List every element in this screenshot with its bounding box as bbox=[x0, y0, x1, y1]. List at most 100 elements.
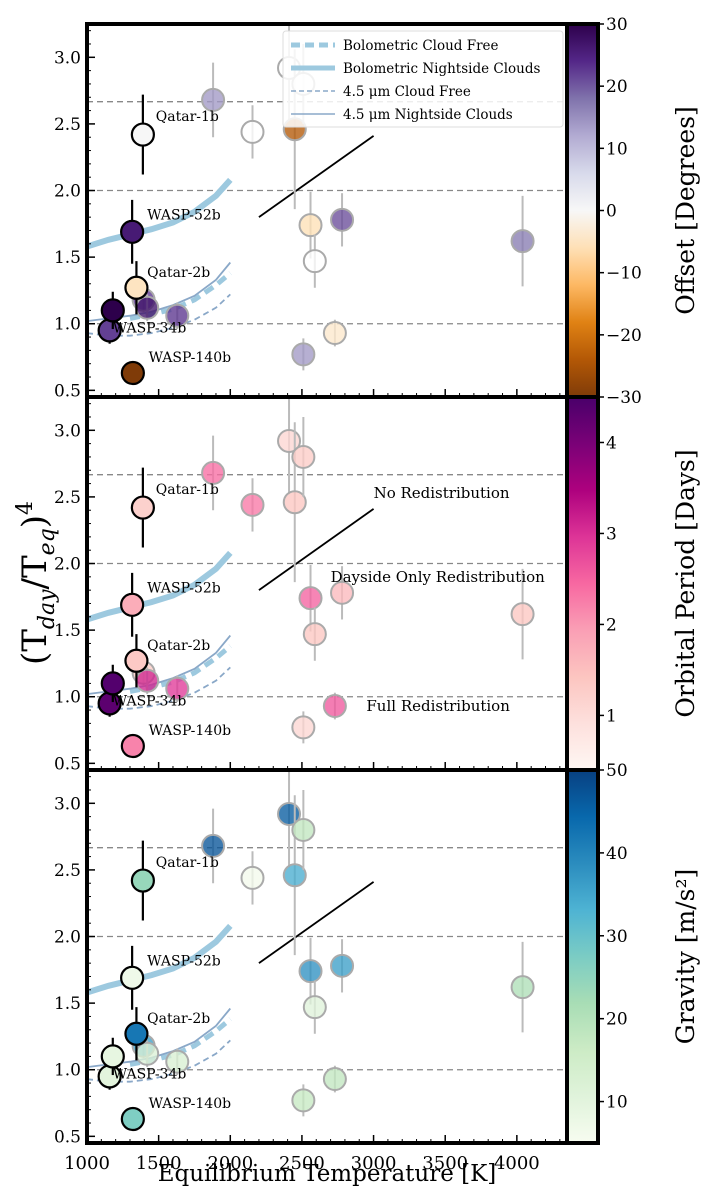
colorbar-tick-label: 10 bbox=[606, 139, 628, 159]
colorbar-tick-label: 30 bbox=[606, 927, 628, 947]
planet-marker bbox=[240, 119, 265, 144]
legend-label: Bolometric Nightside Clouds bbox=[343, 61, 541, 77]
planet-label: Qatar-2b bbox=[147, 1011, 210, 1027]
panel-3: Qatar-1b WASP-52b Qatar-2b WASP-34b WASP-140… bbox=[54, 761, 700, 1174]
x-tick-label: 1500 bbox=[136, 1153, 182, 1174]
y-tick-label: 3.0 bbox=[54, 48, 81, 68]
planet-marker bbox=[282, 863, 307, 888]
planet-marker bbox=[298, 959, 323, 984]
planet-marker bbox=[298, 586, 323, 611]
colorbar-period bbox=[567, 397, 598, 770]
slope-reference-line bbox=[258, 881, 375, 964]
planet-marker bbox=[130, 122, 155, 147]
theory-bolometric-nightside-line bbox=[86, 923, 233, 996]
planet-marker bbox=[120, 219, 145, 244]
planet-marker bbox=[240, 492, 265, 517]
planet-marker bbox=[322, 1067, 347, 1092]
y-tick-label: 1.5 bbox=[54, 621, 81, 641]
x-tick-label: 2000 bbox=[207, 1153, 253, 1174]
planet-marker bbox=[100, 298, 125, 323]
colorbar-tick-label: −10 bbox=[606, 264, 642, 284]
y-tick-label: 2.0 bbox=[54, 555, 81, 575]
planet-label: WASP-52b bbox=[147, 580, 221, 596]
slope-reference-line bbox=[258, 135, 375, 218]
planet-marker bbox=[135, 668, 160, 693]
planet-marker bbox=[298, 213, 323, 238]
colorbar-tick-label: 10 bbox=[606, 1093, 628, 1113]
planet-marker bbox=[291, 444, 316, 469]
y-axis-label-part: 4 bbox=[13, 501, 38, 515]
planet-marker bbox=[302, 622, 327, 647]
planet-marker bbox=[302, 249, 327, 274]
y-axis-label: (Tday/Teq)4 bbox=[13, 501, 60, 665]
y-tick-label: 2.5 bbox=[54, 861, 81, 881]
planet-marker bbox=[165, 676, 190, 701]
planet-label: Qatar-1b bbox=[156, 482, 219, 498]
y-axis-label-part: /T bbox=[15, 555, 55, 589]
colorbar-tick-label: −30 bbox=[606, 388, 642, 408]
planet-marker bbox=[130, 868, 155, 893]
y-axis-label-part: day bbox=[35, 589, 60, 629]
planet-marker bbox=[120, 360, 145, 386]
planet-label: WASP-34b bbox=[113, 1067, 187, 1083]
x-tick-label: 1000 bbox=[64, 1153, 110, 1174]
colorbar-tick-label: 30 bbox=[606, 15, 628, 35]
planet-marker bbox=[135, 295, 160, 320]
legend-label: 4.5 μm Nightside Clouds bbox=[343, 107, 513, 123]
panel-2: Qatar-1b WASP-52b Qatar-2b WASP-34b WASP-140… bbox=[54, 395, 700, 774]
planet-marker bbox=[100, 1044, 125, 1069]
planet-marker bbox=[124, 648, 149, 673]
y-tick-label: 2.0 bbox=[54, 182, 81, 202]
legend-label: Bolometric Cloud Free bbox=[343, 38, 499, 54]
y-tick-label: 3.0 bbox=[54, 421, 81, 441]
y-tick-label: 1.0 bbox=[54, 1061, 81, 1081]
y-tick-label: 0.5 bbox=[54, 754, 81, 774]
planet-marker bbox=[165, 1049, 190, 1074]
planet-marker bbox=[201, 833, 226, 858]
planet-marker bbox=[201, 460, 226, 485]
planet-marker bbox=[330, 953, 355, 978]
planet-marker bbox=[130, 495, 155, 520]
planet-label: WASP-52b bbox=[147, 207, 221, 223]
markers bbox=[97, 770, 535, 1132]
planet-marker bbox=[330, 207, 355, 232]
y-tick-label: 1.5 bbox=[54, 994, 81, 1014]
planet-marker bbox=[120, 965, 145, 990]
colorbar-label: Gravity [m/s²] bbox=[671, 869, 700, 1045]
planet-label: Qatar-2b bbox=[147, 638, 210, 654]
y-axis-label-part: ) bbox=[15, 515, 55, 528]
planet-marker bbox=[120, 733, 145, 759]
planet-marker bbox=[322, 321, 347, 346]
redistribution-annotation: Dayside Only Redistribution bbox=[331, 568, 546, 586]
planet-label: Qatar-1b bbox=[156, 109, 219, 125]
y-tick-label: 0.5 bbox=[54, 1127, 81, 1147]
planet-label: WASP-34b bbox=[113, 694, 187, 710]
planet-label: WASP-140b bbox=[149, 350, 232, 366]
planet-marker bbox=[124, 1021, 149, 1046]
colorbar-tick-label: 50 bbox=[606, 761, 628, 781]
colorbar-tick-label: 20 bbox=[606, 77, 628, 97]
planet-marker bbox=[291, 342, 316, 367]
legend-box bbox=[282, 30, 564, 128]
colorbar-tick-label: 20 bbox=[606, 1010, 628, 1030]
planet-marker bbox=[291, 1088, 316, 1113]
planet-label: WASP-140b bbox=[149, 723, 232, 739]
colorbar-tick-label: 0 bbox=[606, 202, 617, 222]
planet-label: WASP-34b bbox=[113, 321, 187, 337]
x-tick-label: 4000 bbox=[494, 1153, 540, 1174]
markers bbox=[97, 397, 535, 759]
panel-1: Qatar-1b WASP-52b Qatar-2b WASP-34b WASP-140… bbox=[54, 15, 700, 408]
legend-label: 4.5 μm Cloud Free bbox=[343, 84, 471, 100]
colorbar-label: Offset [Degrees] bbox=[671, 106, 700, 315]
x-tick-label: 3500 bbox=[422, 1153, 468, 1174]
theory-bolometric-nightside-line bbox=[86, 177, 233, 250]
y-tick-label: 1.0 bbox=[54, 688, 81, 708]
planet-marker bbox=[282, 490, 307, 515]
planet-label: WASP-140b bbox=[149, 1096, 232, 1112]
y-tick-label: 3.0 bbox=[54, 794, 81, 814]
redistribution-annotation: No Redistribution bbox=[374, 484, 510, 502]
planet-marker bbox=[291, 817, 316, 842]
theory-bolometric-nightside-line bbox=[86, 550, 233, 623]
colorbar-tick-label: 2 bbox=[606, 615, 617, 635]
